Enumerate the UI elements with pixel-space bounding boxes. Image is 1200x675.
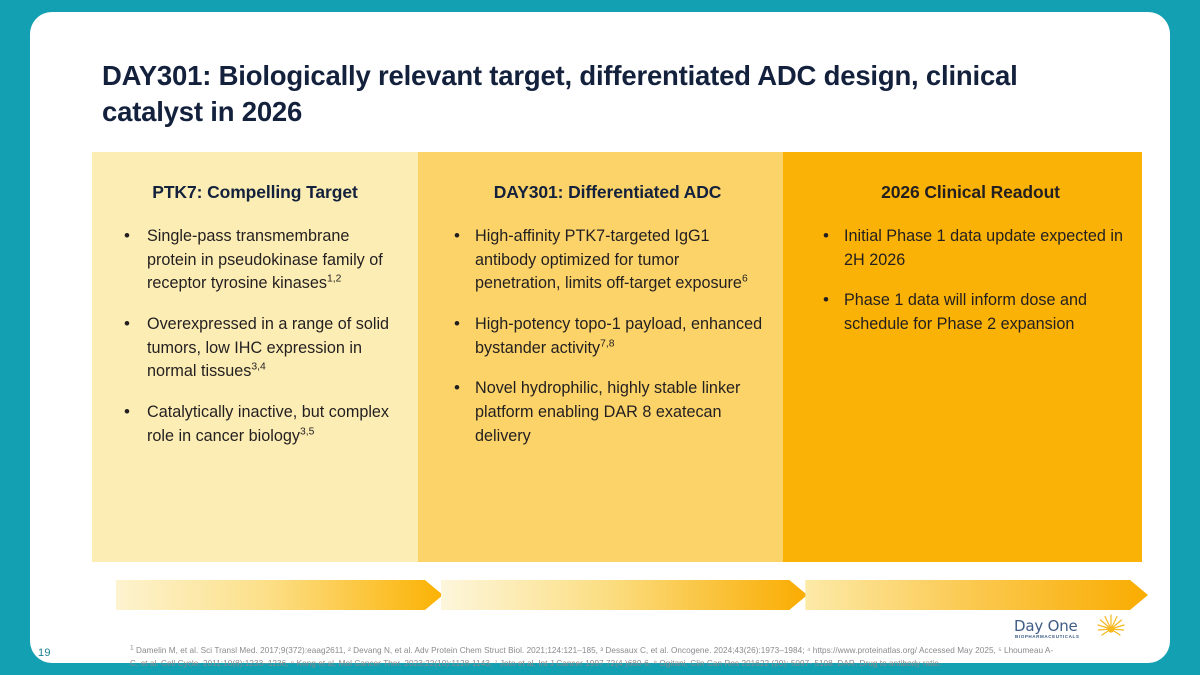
bullet-list: Single-pass transmembrane protein in pse…: [118, 224, 392, 448]
bullet-text: Overexpressed in a range of solid tumors…: [147, 314, 390, 381]
list-item: High-affinity PTK7-targeted IgG1 antibod…: [448, 224, 767, 296]
list-item: Novel hydrophilic, highly stable linker …: [448, 376, 767, 448]
list-item: Single-pass transmembrane protein in pse…: [118, 224, 392, 296]
bullet-text: High-potency topo-1 payload, enhanced by…: [475, 314, 763, 357]
footnote-ref: 3,5: [299, 426, 315, 438]
bullet-list: Initial Phase 1 data update expected in …: [817, 224, 1124, 337]
logo-tagline: BIOPHARMACEUTICALS: [1015, 634, 1080, 639]
footnote-ref: 6: [741, 273, 748, 285]
list-item: Initial Phase 1 data update expected in …: [817, 224, 1124, 272]
bullet-text: High-affinity PTK7-targeted IgG1 antibod…: [475, 227, 742, 293]
bullet-text: Single-pass transmembrane protein in pse…: [147, 227, 383, 293]
company-logo: Day One BIOPHARMACEUTICALS: [1014, 613, 1126, 647]
panel-heading: 2026 Clinical Readout: [881, 182, 1060, 202]
panel-group: PTK7: Compelling Target Single-pass tran…: [92, 152, 1142, 562]
footnote-ref: 7,8: [600, 338, 615, 350]
panel-day301-differentiated-adc: DAY301: Differentiated ADC High-affinity…: [418, 152, 783, 562]
page-number: 19: [38, 647, 51, 659]
footnote-line: Damelin M, et al. Sci Transl Med. 2017;9…: [136, 646, 918, 655]
chevron-arrow-icon: [805, 580, 1148, 610]
panel-heading: PTK7: Compelling Target: [152, 182, 358, 202]
chevron-arrow-icon: [441, 580, 807, 610]
footnote-ref: 3,4: [251, 361, 266, 373]
list-item: Phase 1 data will inform dose and schedu…: [817, 288, 1124, 336]
list-item: High-potency topo-1 payload, enhanced by…: [448, 312, 767, 360]
footnote-line: Accessed May 2025, ⁵ Lhoumeau A-C, et al…: [130, 646, 1054, 669]
panel-ptk7-compelling-target: PTK7: Compelling Target Single-pass tran…: [92, 152, 418, 562]
footnote-line: 5108. DAR, Drug to antibody ratio.: [814, 659, 942, 669]
progression-arrow-band: [116, 580, 1146, 610]
sunburst-icon: [1097, 614, 1125, 636]
logo-wordmark: Day One: [1014, 617, 1078, 635]
panel-2026-clinical-readout: 2026 Clinical Readout Initial Phase 1 da…: [783, 152, 1142, 562]
page-title: DAY301: Biologically relevant target, di…: [102, 60, 1018, 128]
bullet-list: High-affinity PTK7-targeted IgG1 antibod…: [448, 224, 767, 448]
footnotes: 1 Damelin M, et al. Sci Transl Med. 2017…: [130, 644, 1060, 671]
footnote-marker: 1: [130, 644, 134, 652]
bullet-text: Initial Phase 1 data update expected in …: [844, 227, 1123, 269]
list-item: Catalytically inactive, but complex role…: [118, 400, 392, 448]
bullet-text: Phase 1 data will inform dose and schedu…: [844, 291, 1087, 333]
bullet-text: Catalytically inactive, but complex role…: [147, 402, 390, 445]
footnote-ref: 1,2: [326, 273, 342, 285]
list-item: Overexpressed in a range of solid tumors…: [118, 312, 392, 384]
chevron-arrow-icon: [116, 580, 443, 610]
bullet-text: Novel hydrophilic, highly stable linker …: [475, 379, 741, 445]
panel-heading: DAY301: Differentiated ADC: [493, 182, 722, 202]
slide-card: DAY301: Biologically relevant target, di…: [30, 12, 1170, 668]
